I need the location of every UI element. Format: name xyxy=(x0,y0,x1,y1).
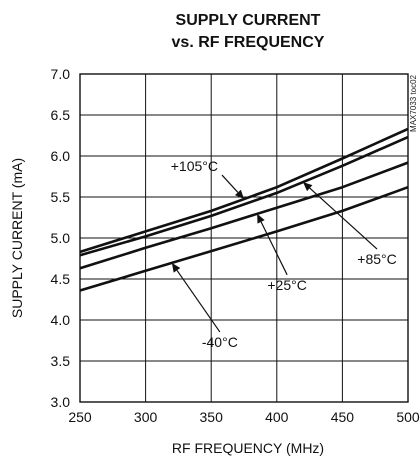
y-axis-label: SUPPLY CURRENT (mA) xyxy=(9,158,25,318)
annotation-arrow-line xyxy=(221,174,239,193)
annotation-arrow-line xyxy=(176,269,221,333)
annotation-arrowhead xyxy=(303,182,313,192)
x-axis-label: RF FREQUENCY (MHz) xyxy=(172,440,324,456)
chart-title-line1: SUPPLY CURRENT xyxy=(176,12,321,29)
annotations: +105°C +85°C +25°C -40°C xyxy=(171,158,397,350)
plot-frame xyxy=(79,73,409,403)
annotation-label: +85°C xyxy=(357,251,396,267)
x-tick-label: 350 xyxy=(200,409,224,425)
annotation-arrow-line xyxy=(309,187,378,250)
annotation-label: -40°C xyxy=(202,334,238,350)
series-line-25C xyxy=(79,161,409,270)
annotation: +105°C xyxy=(171,158,244,200)
y-tick-label: 6.5 xyxy=(51,107,71,123)
y-tick-label: 5.0 xyxy=(51,230,71,246)
y-tick-label: 6.0 xyxy=(51,148,71,164)
series-line-85C xyxy=(79,135,409,257)
annotation-label: +105°C xyxy=(171,158,218,174)
x-tick-label: 450 xyxy=(331,409,355,425)
figure-id: MAX7033 toc02 xyxy=(409,74,418,131)
annotation-arrowhead xyxy=(171,262,181,273)
y-tick-label: 7.0 xyxy=(51,66,71,82)
x-tick-label: 250 xyxy=(68,409,92,425)
y-tick-label: 4.0 xyxy=(51,312,71,328)
annotation-arrowhead xyxy=(234,189,244,200)
tick-labels: 250 300 350 400 450 500 3.0 3.5 4.0 4.5 5.0 5.5 6.0 6… xyxy=(51,66,420,425)
annotation: -40°C xyxy=(171,262,238,350)
series-line-40C xyxy=(79,185,409,292)
chart-title-line2: vs. RF FREQUENCY xyxy=(172,34,325,51)
x-tick-label: 300 xyxy=(134,409,158,425)
annotation: +25°C xyxy=(257,213,307,293)
grid xyxy=(80,74,408,402)
y-tick-label: 4.5 xyxy=(51,271,71,287)
y-tick-label: 3.0 xyxy=(51,394,71,410)
annotation: +85°C xyxy=(303,182,397,267)
y-tick-label: 5.5 xyxy=(51,189,71,205)
annotation-arrowhead xyxy=(257,213,265,224)
x-tick-label: 500 xyxy=(396,409,420,425)
x-tick-label: 400 xyxy=(265,409,289,425)
series-lines xyxy=(79,127,409,292)
annotation-label: +25°C xyxy=(267,277,306,293)
annotation-arrow-line xyxy=(260,221,288,276)
series-line-105C xyxy=(79,127,409,254)
y-tick-label: 3.5 xyxy=(51,353,71,369)
